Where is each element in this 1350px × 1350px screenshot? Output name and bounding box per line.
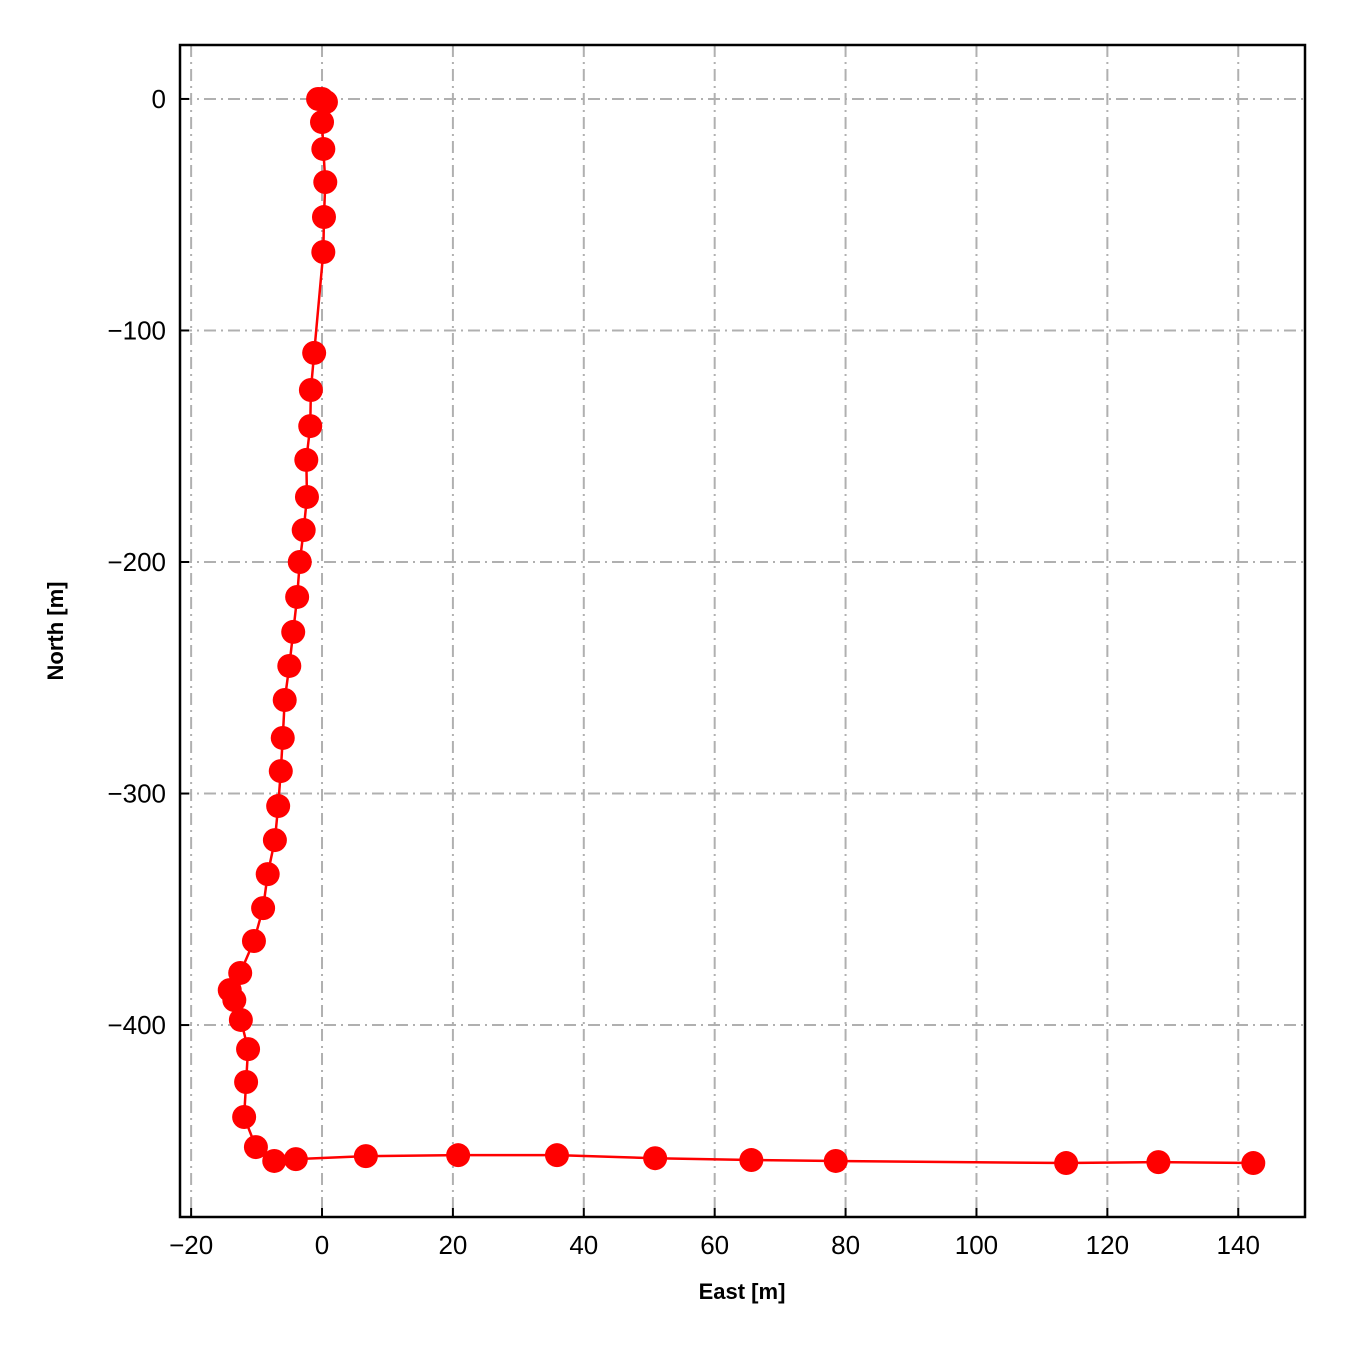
marker — [262, 1148, 287, 1173]
x-tick-label: 80 — [831, 1230, 860, 1260]
y-tick-label: −100 — [107, 315, 166, 345]
marker — [251, 896, 276, 921]
marker — [294, 484, 319, 509]
x-tick-label: 140 — [1217, 1230, 1260, 1260]
y-axis-label: North [m] — [43, 582, 68, 681]
marker — [287, 550, 312, 575]
y-tick-label: −200 — [107, 547, 166, 577]
marker — [1146, 1150, 1171, 1175]
x-tick-label: 100 — [955, 1230, 998, 1260]
marker — [262, 828, 287, 853]
marker — [311, 239, 336, 264]
marker — [1241, 1151, 1266, 1176]
marker — [277, 653, 302, 678]
marker — [1054, 1151, 1079, 1176]
marker — [222, 988, 247, 1013]
marker — [255, 862, 280, 887]
x-tick-label: 60 — [700, 1230, 729, 1260]
x-tick-label: 0 — [315, 1230, 329, 1260]
y-tick-label: −400 — [107, 1010, 166, 1040]
marker — [243, 1135, 268, 1160]
marker — [291, 518, 316, 543]
x-tick-label: 120 — [1086, 1230, 1129, 1260]
marker — [268, 759, 293, 784]
marker — [643, 1146, 668, 1171]
marker — [302, 340, 327, 365]
x-tick-label: 20 — [438, 1230, 467, 1260]
marker — [544, 1143, 569, 1168]
line — [228, 97, 1254, 1165]
marker — [823, 1148, 848, 1173]
y-tick-label: 0 — [152, 84, 166, 114]
marker — [236, 1037, 261, 1062]
marker — [294, 447, 319, 472]
marker — [232, 1104, 257, 1129]
marker — [228, 1007, 253, 1032]
marker — [310, 110, 335, 135]
marker — [234, 1070, 259, 1095]
marker — [311, 205, 336, 230]
marker — [241, 929, 266, 954]
marker — [311, 136, 336, 161]
marker — [266, 794, 291, 819]
x-tick-label: −20 — [169, 1230, 213, 1260]
plot-frame — [178, 43, 1307, 1219]
marker — [739, 1148, 764, 1173]
marker — [313, 89, 338, 114]
x-tick-label: 40 — [569, 1230, 598, 1260]
y-tick-label: −300 — [107, 779, 166, 809]
marker — [270, 725, 295, 750]
marker — [298, 377, 323, 402]
marker — [272, 687, 297, 712]
marker — [283, 1147, 308, 1172]
x-axis-label: East [m] — [699, 1279, 786, 1304]
marker — [285, 584, 310, 609]
marker — [353, 1144, 378, 1169]
marker — [446, 1143, 471, 1168]
marker — [281, 619, 306, 644]
marker — [298, 414, 323, 439]
marker — [313, 170, 338, 195]
